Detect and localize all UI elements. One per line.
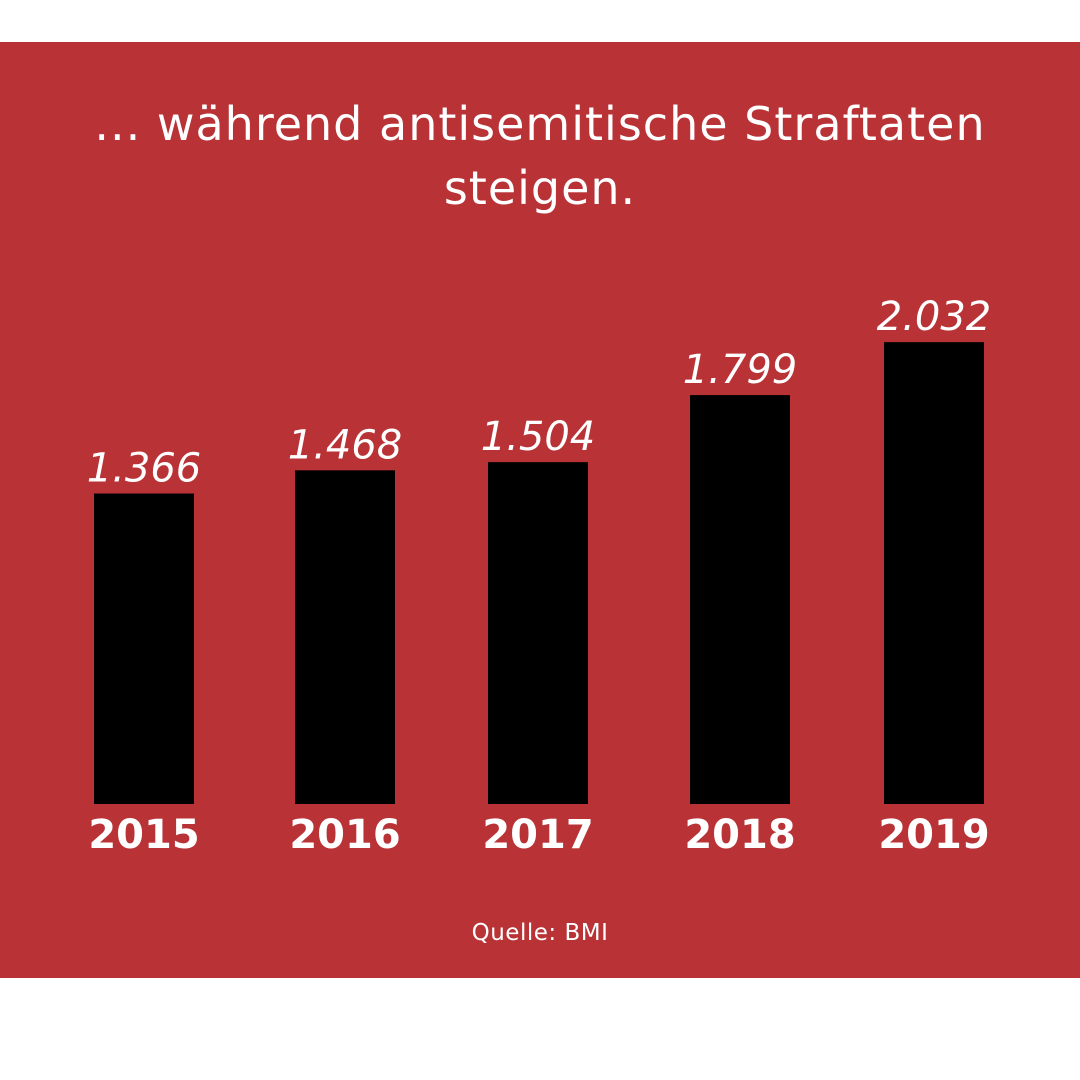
source-note: Quelle: BMI (471, 920, 609, 946)
bar-2018 (690, 395, 790, 804)
bar-2015 (94, 493, 194, 804)
category-label-2018: 2018 (684, 812, 795, 858)
value-label-2019: 2.032 (877, 294, 992, 340)
bar-2017 (488, 462, 588, 804)
value-label-2016: 1.468 (288, 422, 403, 468)
category-label-2019: 2019 (878, 812, 989, 858)
category-label-2016: 2016 (289, 812, 400, 858)
chart-title: ... während antisemitische Straftaten st… (94, 97, 986, 215)
value-labels-group: 1.366 1.468 1.504 1.799 2.032 (87, 294, 992, 491)
category-label-2017: 2017 (482, 812, 593, 858)
value-label-2017: 1.504 (481, 414, 596, 460)
value-label-2018: 1.799 (683, 347, 798, 393)
bar-2019 (884, 342, 984, 804)
bar-2016 (295, 470, 395, 804)
bars-group (94, 342, 984, 804)
category-label-2015: 2015 (88, 812, 199, 858)
year-labels-group: 2015 2016 2017 2018 2019 (88, 812, 989, 858)
value-label-2015: 1.366 (87, 446, 202, 492)
